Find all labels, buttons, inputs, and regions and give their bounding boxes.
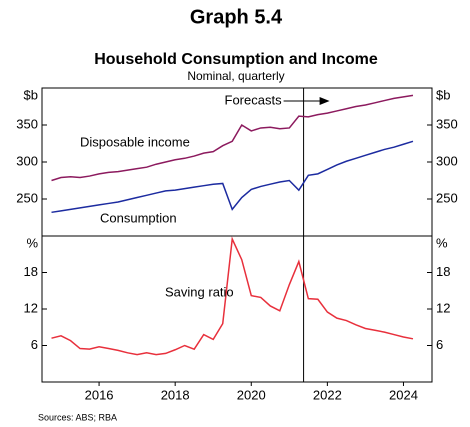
chart-subtitle: Household Consumption and Income xyxy=(94,51,378,68)
series-label: Consumption xyxy=(100,210,177,225)
y-unit-label: % xyxy=(436,235,448,250)
panel-frame xyxy=(41,235,433,383)
y-tick-label: 18 xyxy=(436,264,450,279)
chart-caption: Nominal, quarterly xyxy=(187,69,284,83)
y-tick-label: 250 xyxy=(436,190,458,205)
x-tick-label: 2020 xyxy=(237,387,266,402)
y-tick-label: 6 xyxy=(436,337,443,352)
y-tick-label: 12 xyxy=(24,300,38,315)
y-tick-label: 250 xyxy=(16,190,38,205)
chart-title: Graph 5.4 xyxy=(190,6,283,28)
y-unit-label: $b xyxy=(436,87,450,102)
y-tick-label: 350 xyxy=(16,116,38,131)
series-line xyxy=(51,140,414,214)
forecast-arrowhead xyxy=(319,97,330,105)
x-tick-label: 2018 xyxy=(161,387,190,402)
series-line xyxy=(51,236,414,356)
y-unit-label: $b xyxy=(24,87,38,102)
y-tick-label: 300 xyxy=(436,153,458,168)
x-tick-label: 2016 xyxy=(85,387,114,402)
series-line xyxy=(51,94,414,182)
forecast-label: Forecasts xyxy=(225,92,283,107)
y-unit-label: % xyxy=(26,235,38,250)
x-tick-label: 2022 xyxy=(313,387,342,402)
series-label: Saving ratio xyxy=(165,284,234,299)
y-tick-label: 6 xyxy=(31,337,38,352)
source-note: Sources: ABS; RBA xyxy=(38,412,117,422)
x-tick-label: 2024 xyxy=(389,387,418,402)
y-tick-label: 300 xyxy=(16,153,38,168)
y-tick-label: 18 xyxy=(24,264,38,279)
y-tick-label: 350 xyxy=(436,116,458,131)
series-label: Disposable income xyxy=(80,134,190,149)
y-tick-label: 12 xyxy=(436,300,450,315)
